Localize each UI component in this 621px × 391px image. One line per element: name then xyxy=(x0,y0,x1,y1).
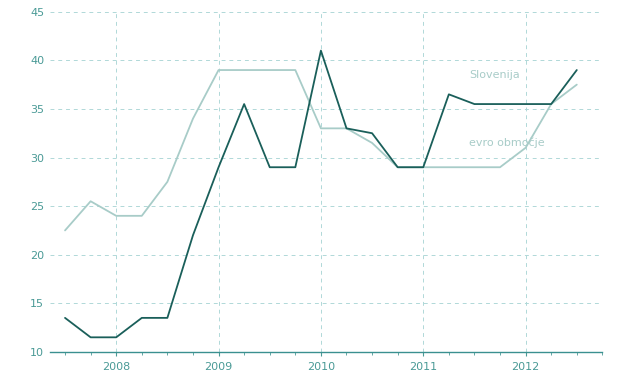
Text: evro območje: evro območje xyxy=(469,138,545,148)
Text: Slovenija: Slovenija xyxy=(469,70,520,80)
